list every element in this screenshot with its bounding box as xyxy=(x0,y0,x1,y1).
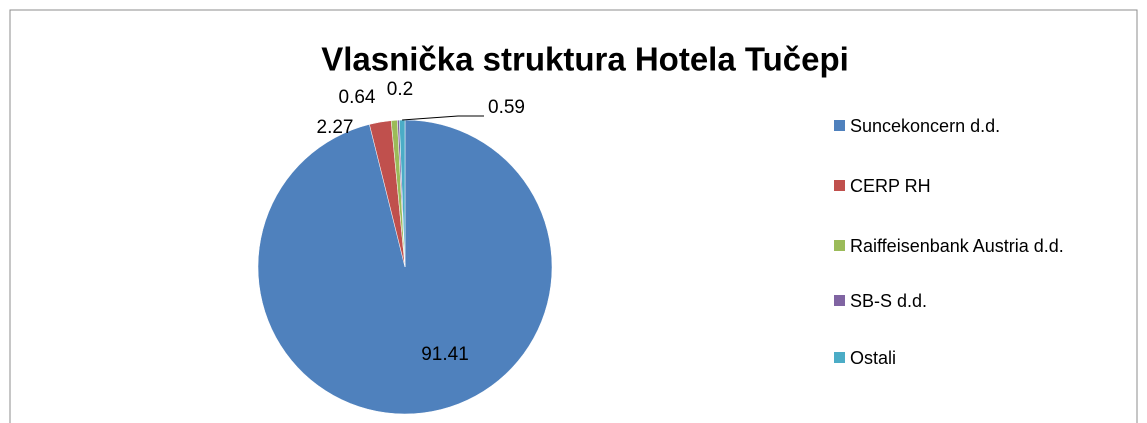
legend-item: CERP RH xyxy=(834,173,1096,199)
legend-item: SB-S d.d. xyxy=(834,288,1096,314)
legend-swatch xyxy=(834,240,845,251)
data-label: 0.2 xyxy=(387,79,413,100)
legend-swatch xyxy=(834,120,845,131)
leader-line xyxy=(402,115,484,121)
legend-item: Ostali xyxy=(834,345,1096,371)
legend-label: Raiffeisenbank Austria d.d. xyxy=(850,236,1064,256)
data-label: 91.41 xyxy=(421,344,469,365)
chart-border xyxy=(9,9,1138,423)
data-label: 0.59 xyxy=(488,97,525,118)
legend-label: SB-S d.d. xyxy=(850,291,928,311)
legend-label: Suncekoncern d.d. xyxy=(850,116,1001,136)
chart-title: Vlasnička struktura Hotela Tučepi xyxy=(321,41,849,78)
legend-swatch xyxy=(834,352,845,363)
legend-item: Suncekoncern d.d. xyxy=(834,113,1096,139)
legend-label: Ostali xyxy=(850,348,897,368)
legend-swatch xyxy=(834,180,845,191)
data-label: 2.27 xyxy=(317,117,354,138)
legend-label: CERP RH xyxy=(850,176,931,196)
data-label: 0.64 xyxy=(339,87,376,108)
legend-item: Raiffeisenbank Austria d.d. xyxy=(834,233,1096,259)
legend-swatch xyxy=(834,295,845,306)
